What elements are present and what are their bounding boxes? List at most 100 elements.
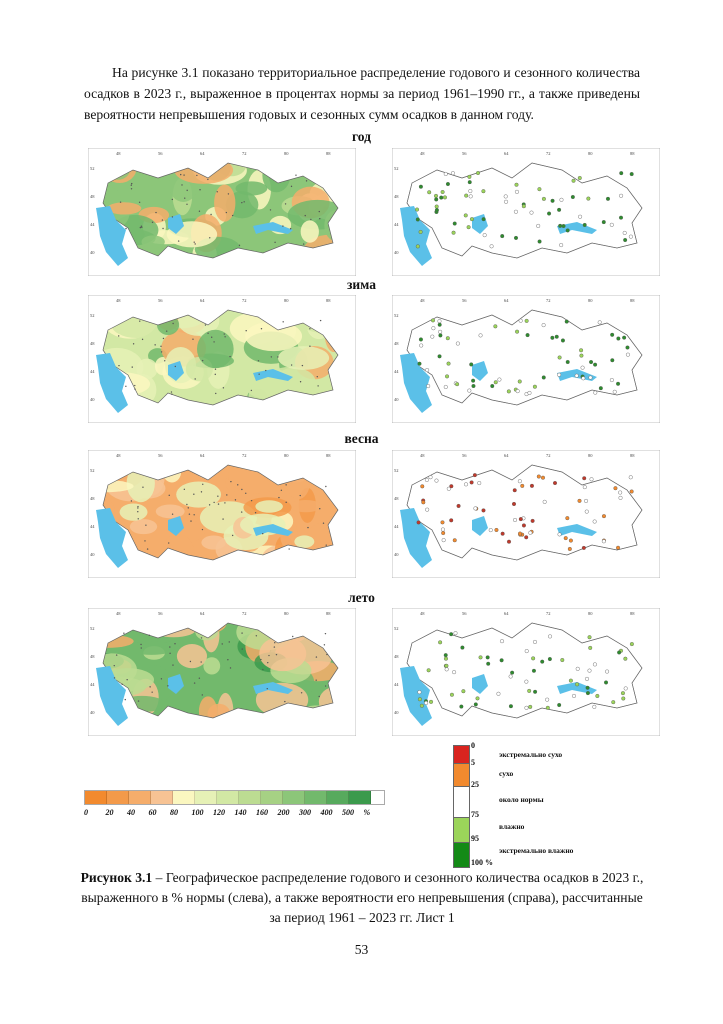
station-dot (115, 654, 118, 656)
map-lon-tick: 48 (420, 298, 425, 303)
station-dot (443, 171, 448, 176)
station-dot (536, 474, 541, 479)
station-dot (476, 171, 481, 176)
station-dot (323, 644, 326, 646)
station-dot (444, 663, 449, 668)
map-lon-tick: 56 (462, 298, 467, 303)
station-dot (433, 193, 438, 198)
station-dot (141, 338, 144, 341)
station-dot (550, 335, 555, 340)
station-dot (162, 227, 164, 230)
station-dot (437, 322, 442, 327)
map-lat-tick: 48 (90, 194, 95, 199)
station-dot (489, 244, 494, 249)
station-dot (570, 194, 575, 199)
station-dot (592, 704, 597, 709)
aral-sea (472, 361, 488, 381)
map-lon-tick: 88 (326, 151, 331, 156)
probability-label: экстремально сухо (499, 749, 563, 759)
station-dot (473, 702, 478, 707)
map-lon-tick: 56 (462, 453, 467, 458)
station-dot (304, 214, 306, 217)
probability-swatch (453, 763, 470, 786)
station-dot (577, 498, 582, 503)
legend-swatch (85, 791, 107, 804)
season-label-summer: лето (348, 590, 375, 605)
station-dot (216, 191, 218, 193)
map-lon-tick: 48 (420, 611, 425, 616)
station-dot (171, 216, 174, 218)
station-dot (146, 548, 149, 550)
map-lon-tick: 64 (504, 453, 509, 458)
probability-legend: 0 5 25 75 95 100 % экстремально сухо сухо около … (453, 741, 573, 868)
station-dot (456, 503, 461, 508)
station-dot (268, 654, 270, 657)
station-dot (605, 669, 610, 674)
station-dot (518, 517, 523, 522)
station-dot (171, 393, 173, 395)
station-dot (315, 679, 317, 681)
station-dot (625, 345, 630, 350)
station-dot (200, 661, 202, 663)
station-dot (541, 323, 546, 328)
station-dot (151, 221, 154, 224)
map-lon-tick: 72 (242, 611, 247, 616)
station-dot (319, 319, 322, 322)
map-lat-tick: 44 (394, 369, 399, 374)
station-dot (221, 643, 223, 645)
map-lon-tick: 72 (546, 453, 551, 458)
station-dot (305, 180, 308, 182)
lake-balkhash (557, 524, 597, 536)
station-dot (130, 184, 132, 186)
station-dot (138, 201, 141, 203)
percent-map-0: 48 56 64 72 80 88 52 48 44 40 (88, 148, 356, 276)
station-dot (237, 484, 239, 486)
station-dot (270, 356, 273, 358)
station-dot (478, 333, 483, 338)
station-dot (144, 540, 146, 542)
legend-swatch (173, 791, 195, 804)
station-dot (597, 320, 602, 325)
station-dot (139, 226, 142, 229)
station-dot (554, 334, 559, 339)
station-dot (161, 219, 164, 221)
station-dot (269, 209, 272, 211)
map-lon-tick: 72 (242, 298, 247, 303)
station-dot (124, 698, 126, 701)
station-dot (475, 696, 480, 701)
map-lat-tick: 40 (394, 397, 399, 402)
station-dot (452, 670, 457, 675)
intro-paragraph: На рисунке 3.1 показано территориальное … (84, 62, 640, 125)
station-dot (299, 494, 301, 497)
station-dot (550, 198, 555, 203)
station-dot (300, 692, 303, 694)
station-dot (582, 222, 587, 227)
territory (406, 309, 643, 406)
station-dot (565, 359, 570, 364)
station-dot (243, 201, 245, 203)
territory (406, 464, 643, 561)
caspian-sea (400, 666, 432, 726)
station-dot (164, 360, 166, 362)
station-dot (481, 217, 486, 222)
station-dot (215, 392, 217, 395)
station-dot (434, 204, 439, 209)
station-dot (417, 697, 422, 702)
station-dot (326, 653, 328, 656)
station-dot (598, 386, 603, 391)
station-dot (434, 197, 439, 202)
station-dot (619, 215, 624, 220)
map-lon-tick: 64 (504, 151, 509, 156)
station-dot (547, 211, 552, 216)
station-dot (194, 378, 196, 380)
station-dot (160, 351, 163, 353)
station-dot (601, 539, 606, 544)
station-dot (318, 210, 320, 213)
station-dot (601, 220, 606, 225)
station-dot (299, 381, 302, 383)
station-dot (273, 646, 276, 648)
station-dot (282, 225, 284, 227)
map-lat-tick: 40 (90, 552, 95, 557)
station-dot (301, 364, 304, 367)
map-lat-tick: 52 (394, 468, 399, 473)
